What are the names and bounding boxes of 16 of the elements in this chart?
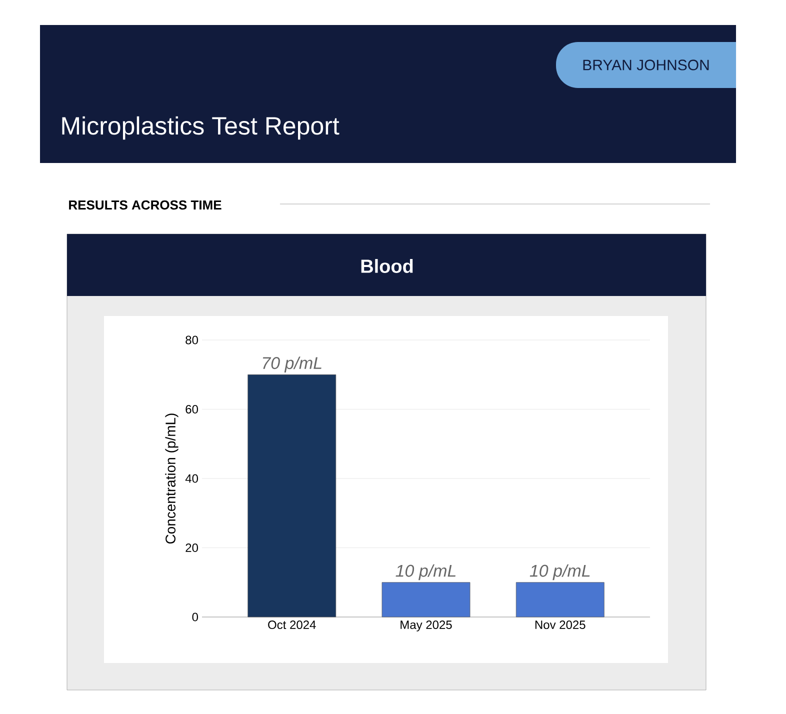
- data-label: 10 p/mL: [530, 564, 590, 580]
- y-tick-label: 0: [192, 612, 198, 622]
- data-label: 70 p/mL: [262, 356, 322, 372]
- x-tick-label: May 2025: [400, 620, 452, 632]
- y-tick-label: 80: [186, 336, 198, 344]
- chart-title: Microplastics Test Report: [62, 116, 340, 140]
- text: RESULTS ACROSS TIME: [69, 200, 222, 210]
- y-axis-title: Concentration (p/mL): [165, 414, 178, 544]
- y-tick-label: 20: [186, 544, 198, 552]
- x-tick-label: Oct 2024: [268, 620, 316, 630]
- y-tick-label: 40: [185, 474, 198, 483]
- x-tick-label: Nov 2025: [535, 620, 586, 630]
- text: BRYAN JOHNSON: [583, 60, 709, 70]
- chart-subtitle: Blood: [361, 259, 413, 273]
- data-label: 10 p/mL: [396, 564, 456, 580]
- y-tick-label: 60: [186, 405, 198, 414]
